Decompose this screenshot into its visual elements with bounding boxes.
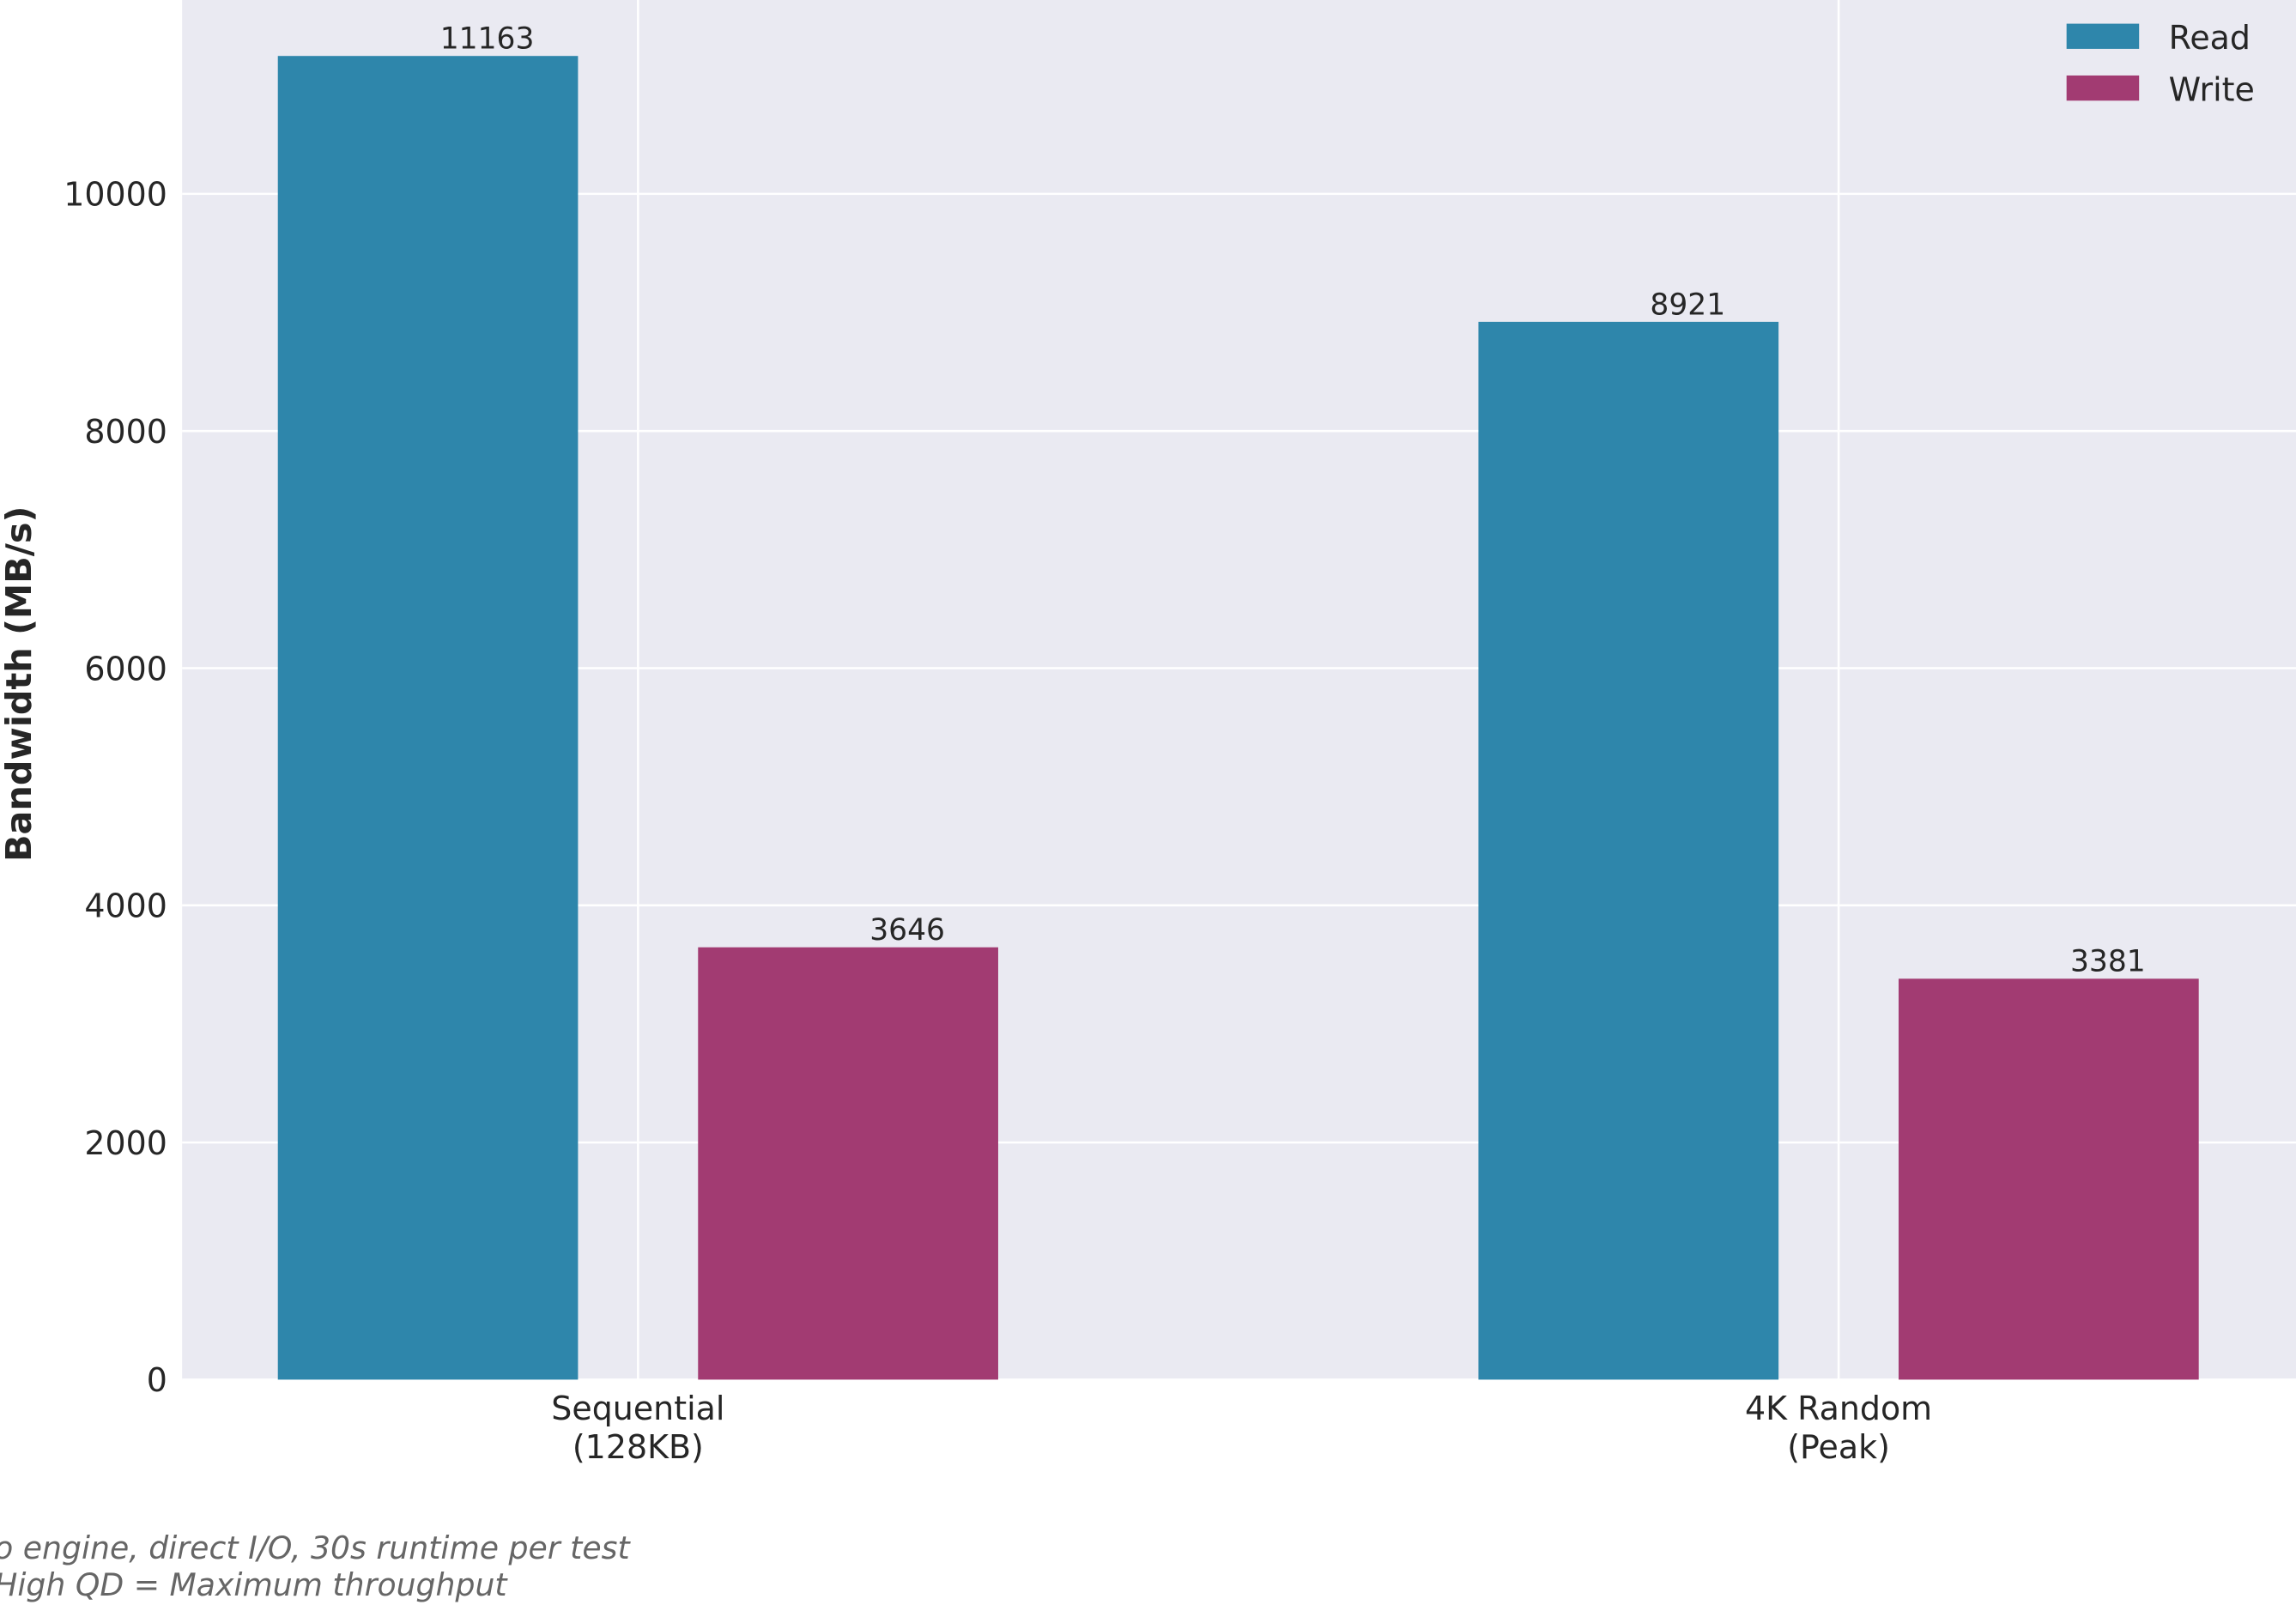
y-tick-label: 2000 [84, 1124, 167, 1162]
legend-label: Read [2169, 19, 2251, 57]
legend-swatch-read [2066, 23, 2140, 49]
legend-swatch-write [2066, 75, 2140, 101]
x-tick-label: Sequential (128KB) [551, 1390, 724, 1466]
bar-value-label: 3646 [869, 913, 945, 948]
y-tick-label: 10000 [64, 176, 167, 214]
y-tick-label: 4000 [84, 887, 167, 925]
y-tick-label: 6000 [84, 650, 167, 687]
x-tick-label: 4K Random (Peak) [1745, 1390, 1932, 1466]
bar-value-label: 8921 [1650, 288, 1725, 322]
footnote-line-2: High QD = Maximum throughput [0, 1566, 508, 1603]
x-tick-label-line: Sequential [551, 1390, 724, 1427]
bar-write [698, 947, 998, 1380]
legend-label: Write [2169, 70, 2255, 108]
x-tick-label-line: (128KB) [572, 1428, 704, 1466]
footnote-line-1: o engine, direct I/O, 30s runtime per te… [0, 1529, 631, 1566]
y-axis-label: Bandwidth (MB/s) [0, 506, 39, 862]
x-axis-ticks: Sequential (128KB) 4K Random (Peak) [551, 1390, 1932, 1466]
x-tick-label-line: 4K Random [1745, 1390, 1932, 1427]
bar-write [1899, 978, 2199, 1380]
x-tick-label-line: (Peak) [1787, 1428, 1890, 1466]
bar-read [277, 56, 579, 1380]
bar-read [1478, 321, 1779, 1380]
bars: 11163 8921 3646 3381 [277, 22, 2199, 1380]
y-tick-label: 8000 [84, 413, 167, 451]
legend: Read Write [2066, 19, 2255, 108]
y-tick-label: 0 [147, 1361, 167, 1399]
y-axis-ticks: 0 2000 4000 6000 8000 10000 [64, 176, 167, 1400]
bar-value-label: 11163 [440, 22, 535, 57]
bar-value-label: 3381 [2070, 945, 2146, 979]
